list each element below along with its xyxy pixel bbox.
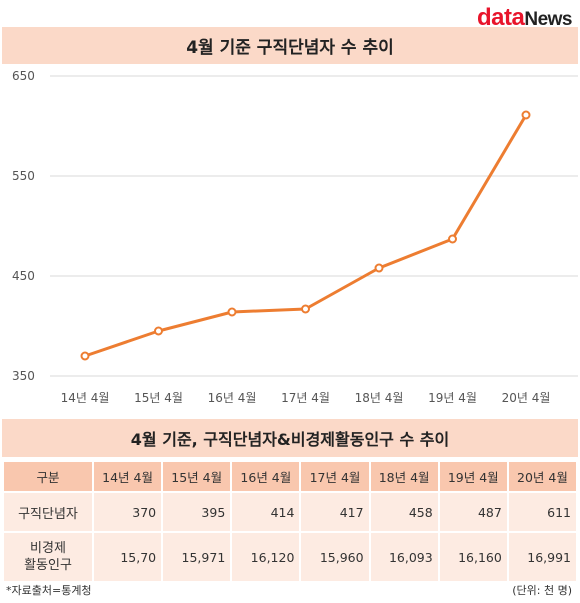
x-tick-label: 17년 4월 <box>281 391 330 405</box>
row-label: 구직단념자 <box>2 491 94 533</box>
table-cell: 417 <box>299 491 371 533</box>
x-tick-label: 19년 4월 <box>428 391 477 405</box>
x-tick-label: 18년 4월 <box>355 391 404 405</box>
y-axis-ticks: 350 450 550 650 <box>12 69 35 383</box>
table-cell: 370 <box>91 491 164 533</box>
series-line-layer <box>84 114 528 358</box>
x-tick-label: 15년 4월 <box>134 391 183 405</box>
y-tick-label: 650 <box>12 69 35 83</box>
data-point <box>154 326 163 336</box>
table-cell: 458 <box>368 491 440 533</box>
table-cell: 16,991 <box>506 531 579 583</box>
y-tick-label: 550 <box>12 169 35 183</box>
table-cell: 611 <box>506 491 579 533</box>
y-tick-label: 450 <box>12 269 35 283</box>
row-label-line: 비경제 <box>30 541 66 556</box>
x-tick-label: 16년 4월 <box>208 391 257 405</box>
header-cell: 18년 4월 <box>368 460 440 493</box>
table-cell: 15,70 <box>91 531 164 583</box>
x-axis-ticks: 14년 4월 15년 4월 16년 4월 17년 4월 18년 4월 19년 4월 20년 … <box>61 391 551 405</box>
data-point <box>301 304 310 314</box>
table-cell: 16,120 <box>230 531 302 583</box>
table-cell: 15,960 <box>299 531 371 583</box>
table-cell: 16,160 <box>437 531 509 583</box>
table-title: 4월 기준, 구직단념자&비경제활동인구 수 추이 <box>130 430 450 449</box>
series-line <box>84 114 528 358</box>
table-cell: 16,093 <box>368 531 440 583</box>
x-tick-label: 14년 4월 <box>61 391 110 405</box>
data-point <box>448 234 457 244</box>
logo-part-data: data <box>477 4 525 31</box>
header-cell: 20년 4월 <box>506 460 579 493</box>
table-cell: 414 <box>230 491 302 533</box>
grid-lines <box>50 75 578 377</box>
chart-title-bar: 4월 기준 구직단념자 수 추이 <box>2 27 578 64</box>
table-cell: 395 <box>161 491 233 533</box>
data-points <box>80 110 531 361</box>
line-chart: 350 450 550 650 14년 4월 15년 4월 16년 4월 17년 4월 18년… <box>12 69 578 405</box>
table-header-row: 구분 14년 4월 15년 4월 16년 4월 17년 4월 18년 4월 19… <box>2 460 579 493</box>
table-cell: 15,971 <box>161 531 233 583</box>
chart-title: 4월 기준 구직단념자 수 추이 <box>186 38 394 58</box>
source-note: *자료출처=통계청 <box>6 584 92 597</box>
data-point <box>227 307 237 317</box>
header-cell: 구분 <box>2 460 94 493</box>
header-cell: 17년 4월 <box>299 460 371 493</box>
datanews-logo: data News <box>477 4 572 31</box>
y-tick-label: 350 <box>12 369 35 383</box>
data-point <box>521 110 531 120</box>
x-tick-label: 20년 4월 <box>502 391 551 405</box>
table-title-bar: 4월 기준, 구직단념자&비경제활동인구 수 추이 <box>2 419 578 457</box>
data-point <box>374 263 384 273</box>
row-label-line: 활동인구 <box>24 558 72 573</box>
unit-note: (단위: 천 명) <box>512 584 572 597</box>
table-row: 구직단념자 370 395 414 417 458 487 611 <box>2 491 579 533</box>
data-table: 구분 14년 4월 15년 4월 16년 4월 17년 4월 18년 4월 19… <box>2 460 579 583</box>
header-cell: 14년 4월 <box>91 460 164 493</box>
table-cell: 487 <box>437 491 509 533</box>
header-cell: 19년 4월 <box>437 460 509 493</box>
logo-part-news: News <box>524 9 572 30</box>
header-cell: 15년 4월 <box>161 460 233 493</box>
header-cell: 16년 4월 <box>230 460 302 493</box>
data-point <box>80 351 90 361</box>
